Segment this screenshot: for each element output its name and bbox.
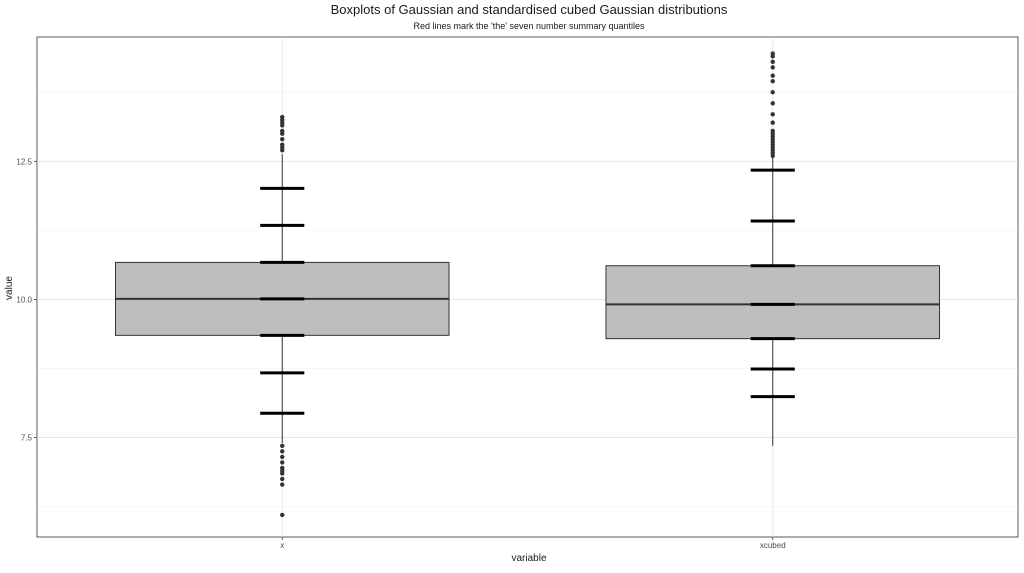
axis-layer: 7.5 10.0 12.5 x xcubed [16,157,785,550]
outlier-point [770,101,775,106]
iqr-box [605,265,941,340]
chart-subtitle: Red lines mark the 'the' seven number su… [413,21,645,31]
outlier-point [280,476,285,482]
box-layer [114,51,941,518]
outlier-point [280,443,285,449]
outlier-point [770,78,775,84]
outlier-point [280,142,285,147]
outlier-point [770,59,775,65]
outlier-point [280,449,285,454]
outlier-point [770,73,775,78]
y-axis-label: value [4,276,15,300]
outlier-point [280,114,285,120]
outlier-point [770,51,775,56]
outlier-point [770,90,775,95]
outlier-point [280,482,285,487]
outlier-point [280,512,285,518]
x-tick-label: xcubed [760,541,786,550]
outlier-point [280,137,285,142]
y-tick-label: 10.0 [16,295,32,304]
outlier-point [770,128,775,134]
y-tick-label: 12.5 [16,157,32,166]
outlier-point [770,112,775,117]
outlier-point [280,460,285,465]
outlier-point [280,465,285,471]
chart-title: Boxplots of Gaussian and standardised cu… [331,2,728,17]
outlier-point [770,120,775,125]
y-tick-label: 7.5 [21,434,33,443]
x-tick-label: x [280,541,284,550]
outlier-point [280,128,285,134]
outlier-point [770,65,775,70]
x-axis-label: variable [511,553,546,564]
outlier-point [280,454,285,460]
